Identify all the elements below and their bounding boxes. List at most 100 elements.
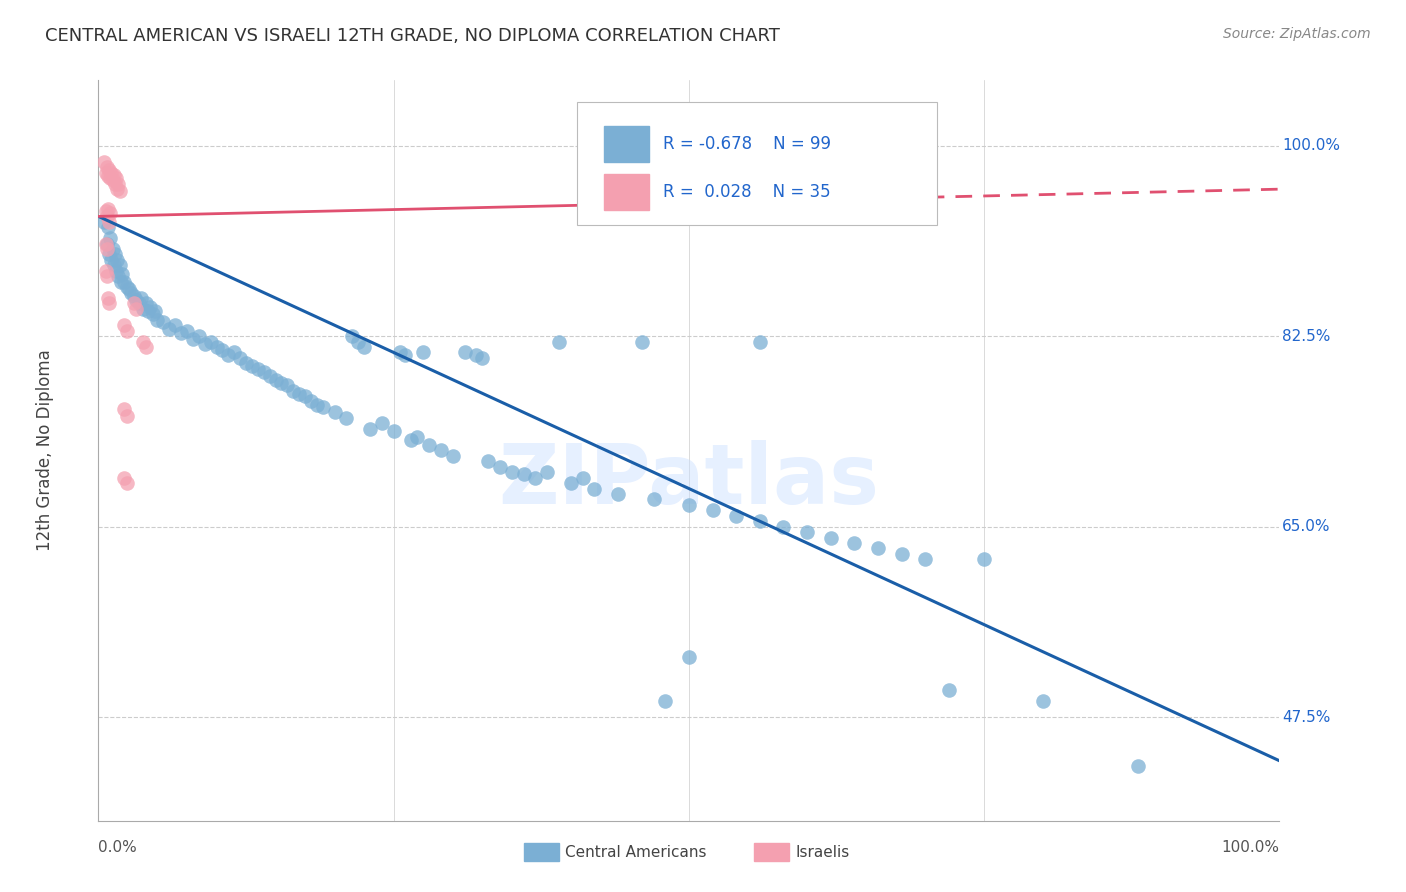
Bar bbox=[754, 843, 789, 862]
Text: 0.0%: 0.0% bbox=[98, 840, 138, 855]
Point bbox=[107, 177, 129, 191]
Point bbox=[146, 313, 169, 327]
Point bbox=[98, 162, 121, 177]
Point bbox=[471, 351, 494, 365]
Point bbox=[122, 296, 145, 310]
Point bbox=[524, 471, 547, 485]
Point bbox=[388, 345, 411, 359]
Point bbox=[725, 508, 748, 523]
Point bbox=[103, 168, 125, 182]
Point bbox=[294, 389, 316, 403]
Point bbox=[97, 220, 120, 235]
Point bbox=[143, 304, 166, 318]
Point bbox=[477, 454, 499, 468]
Point bbox=[353, 340, 375, 354]
Point bbox=[111, 267, 134, 281]
Point bbox=[93, 215, 115, 229]
Point bbox=[335, 410, 357, 425]
Point bbox=[643, 492, 665, 507]
Point bbox=[101, 173, 124, 187]
Point bbox=[772, 519, 794, 533]
Point bbox=[283, 384, 305, 398]
Point bbox=[115, 280, 138, 294]
Point bbox=[105, 171, 128, 186]
Point bbox=[105, 252, 128, 267]
Point bbox=[678, 498, 700, 512]
Point bbox=[94, 264, 117, 278]
Point bbox=[571, 471, 593, 485]
Point bbox=[98, 296, 121, 310]
Point bbox=[412, 345, 434, 359]
Point bbox=[108, 259, 131, 273]
Point bbox=[342, 329, 364, 343]
Point bbox=[142, 307, 165, 321]
Point bbox=[359, 422, 381, 436]
Point bbox=[418, 438, 440, 452]
Point bbox=[96, 269, 118, 284]
Point bbox=[112, 402, 135, 417]
Point bbox=[305, 398, 328, 412]
Point bbox=[200, 334, 222, 349]
Point bbox=[94, 203, 117, 218]
Point bbox=[139, 300, 162, 314]
Point bbox=[187, 329, 209, 343]
Point bbox=[122, 289, 145, 303]
Point bbox=[453, 345, 475, 359]
Point bbox=[100, 166, 122, 180]
Point bbox=[224, 345, 246, 359]
Point bbox=[312, 400, 335, 414]
Point bbox=[548, 334, 571, 349]
Point bbox=[430, 443, 453, 458]
Point bbox=[112, 275, 135, 289]
Point bbox=[938, 683, 960, 698]
Point bbox=[890, 547, 912, 561]
Point bbox=[973, 552, 995, 566]
Point bbox=[796, 525, 818, 540]
Point bbox=[136, 304, 159, 318]
Point bbox=[371, 416, 394, 430]
Point bbox=[115, 409, 138, 423]
Point bbox=[112, 318, 135, 333]
Text: R =  0.028    N = 35: R = 0.028 N = 35 bbox=[664, 183, 831, 201]
Point bbox=[866, 541, 889, 556]
Point bbox=[235, 356, 257, 370]
Point bbox=[118, 282, 141, 296]
Point bbox=[270, 376, 292, 390]
Text: 82.5%: 82.5% bbox=[1282, 328, 1330, 343]
Text: 65.0%: 65.0% bbox=[1282, 519, 1330, 534]
Point bbox=[347, 334, 370, 349]
Point bbox=[98, 206, 121, 220]
Point bbox=[100, 252, 122, 267]
Point bbox=[132, 301, 155, 316]
Point bbox=[382, 424, 405, 438]
Point bbox=[94, 166, 117, 180]
Point bbox=[1032, 694, 1054, 708]
Point bbox=[94, 236, 117, 251]
Point bbox=[299, 394, 322, 409]
Point bbox=[654, 694, 676, 708]
Point bbox=[181, 333, 204, 347]
Text: CENTRAL AMERICAN VS ISRAELI 12TH GRADE, NO DIPLOMA CORRELATION CHART: CENTRAL AMERICAN VS ISRAELI 12TH GRADE, … bbox=[45, 27, 780, 45]
Text: Central Americans: Central Americans bbox=[565, 845, 706, 860]
Point bbox=[560, 476, 582, 491]
Point bbox=[194, 336, 217, 351]
Point bbox=[157, 321, 180, 335]
Point bbox=[253, 365, 276, 379]
Point bbox=[108, 185, 131, 199]
Bar bbox=[605, 174, 648, 210]
Text: 100.0%: 100.0% bbox=[1222, 840, 1279, 855]
Point bbox=[259, 369, 281, 384]
Point bbox=[115, 476, 138, 491]
Point bbox=[96, 236, 118, 251]
Point bbox=[276, 378, 298, 392]
Point bbox=[96, 242, 118, 256]
Point bbox=[406, 430, 429, 444]
Text: R = -0.678    N = 99: R = -0.678 N = 99 bbox=[664, 135, 831, 153]
FancyBboxPatch shape bbox=[576, 103, 936, 225]
Point bbox=[501, 465, 523, 479]
Text: Israelis: Israelis bbox=[796, 845, 849, 860]
Point bbox=[135, 340, 157, 354]
Point bbox=[170, 326, 193, 340]
Point bbox=[104, 177, 127, 191]
Point bbox=[288, 387, 311, 401]
